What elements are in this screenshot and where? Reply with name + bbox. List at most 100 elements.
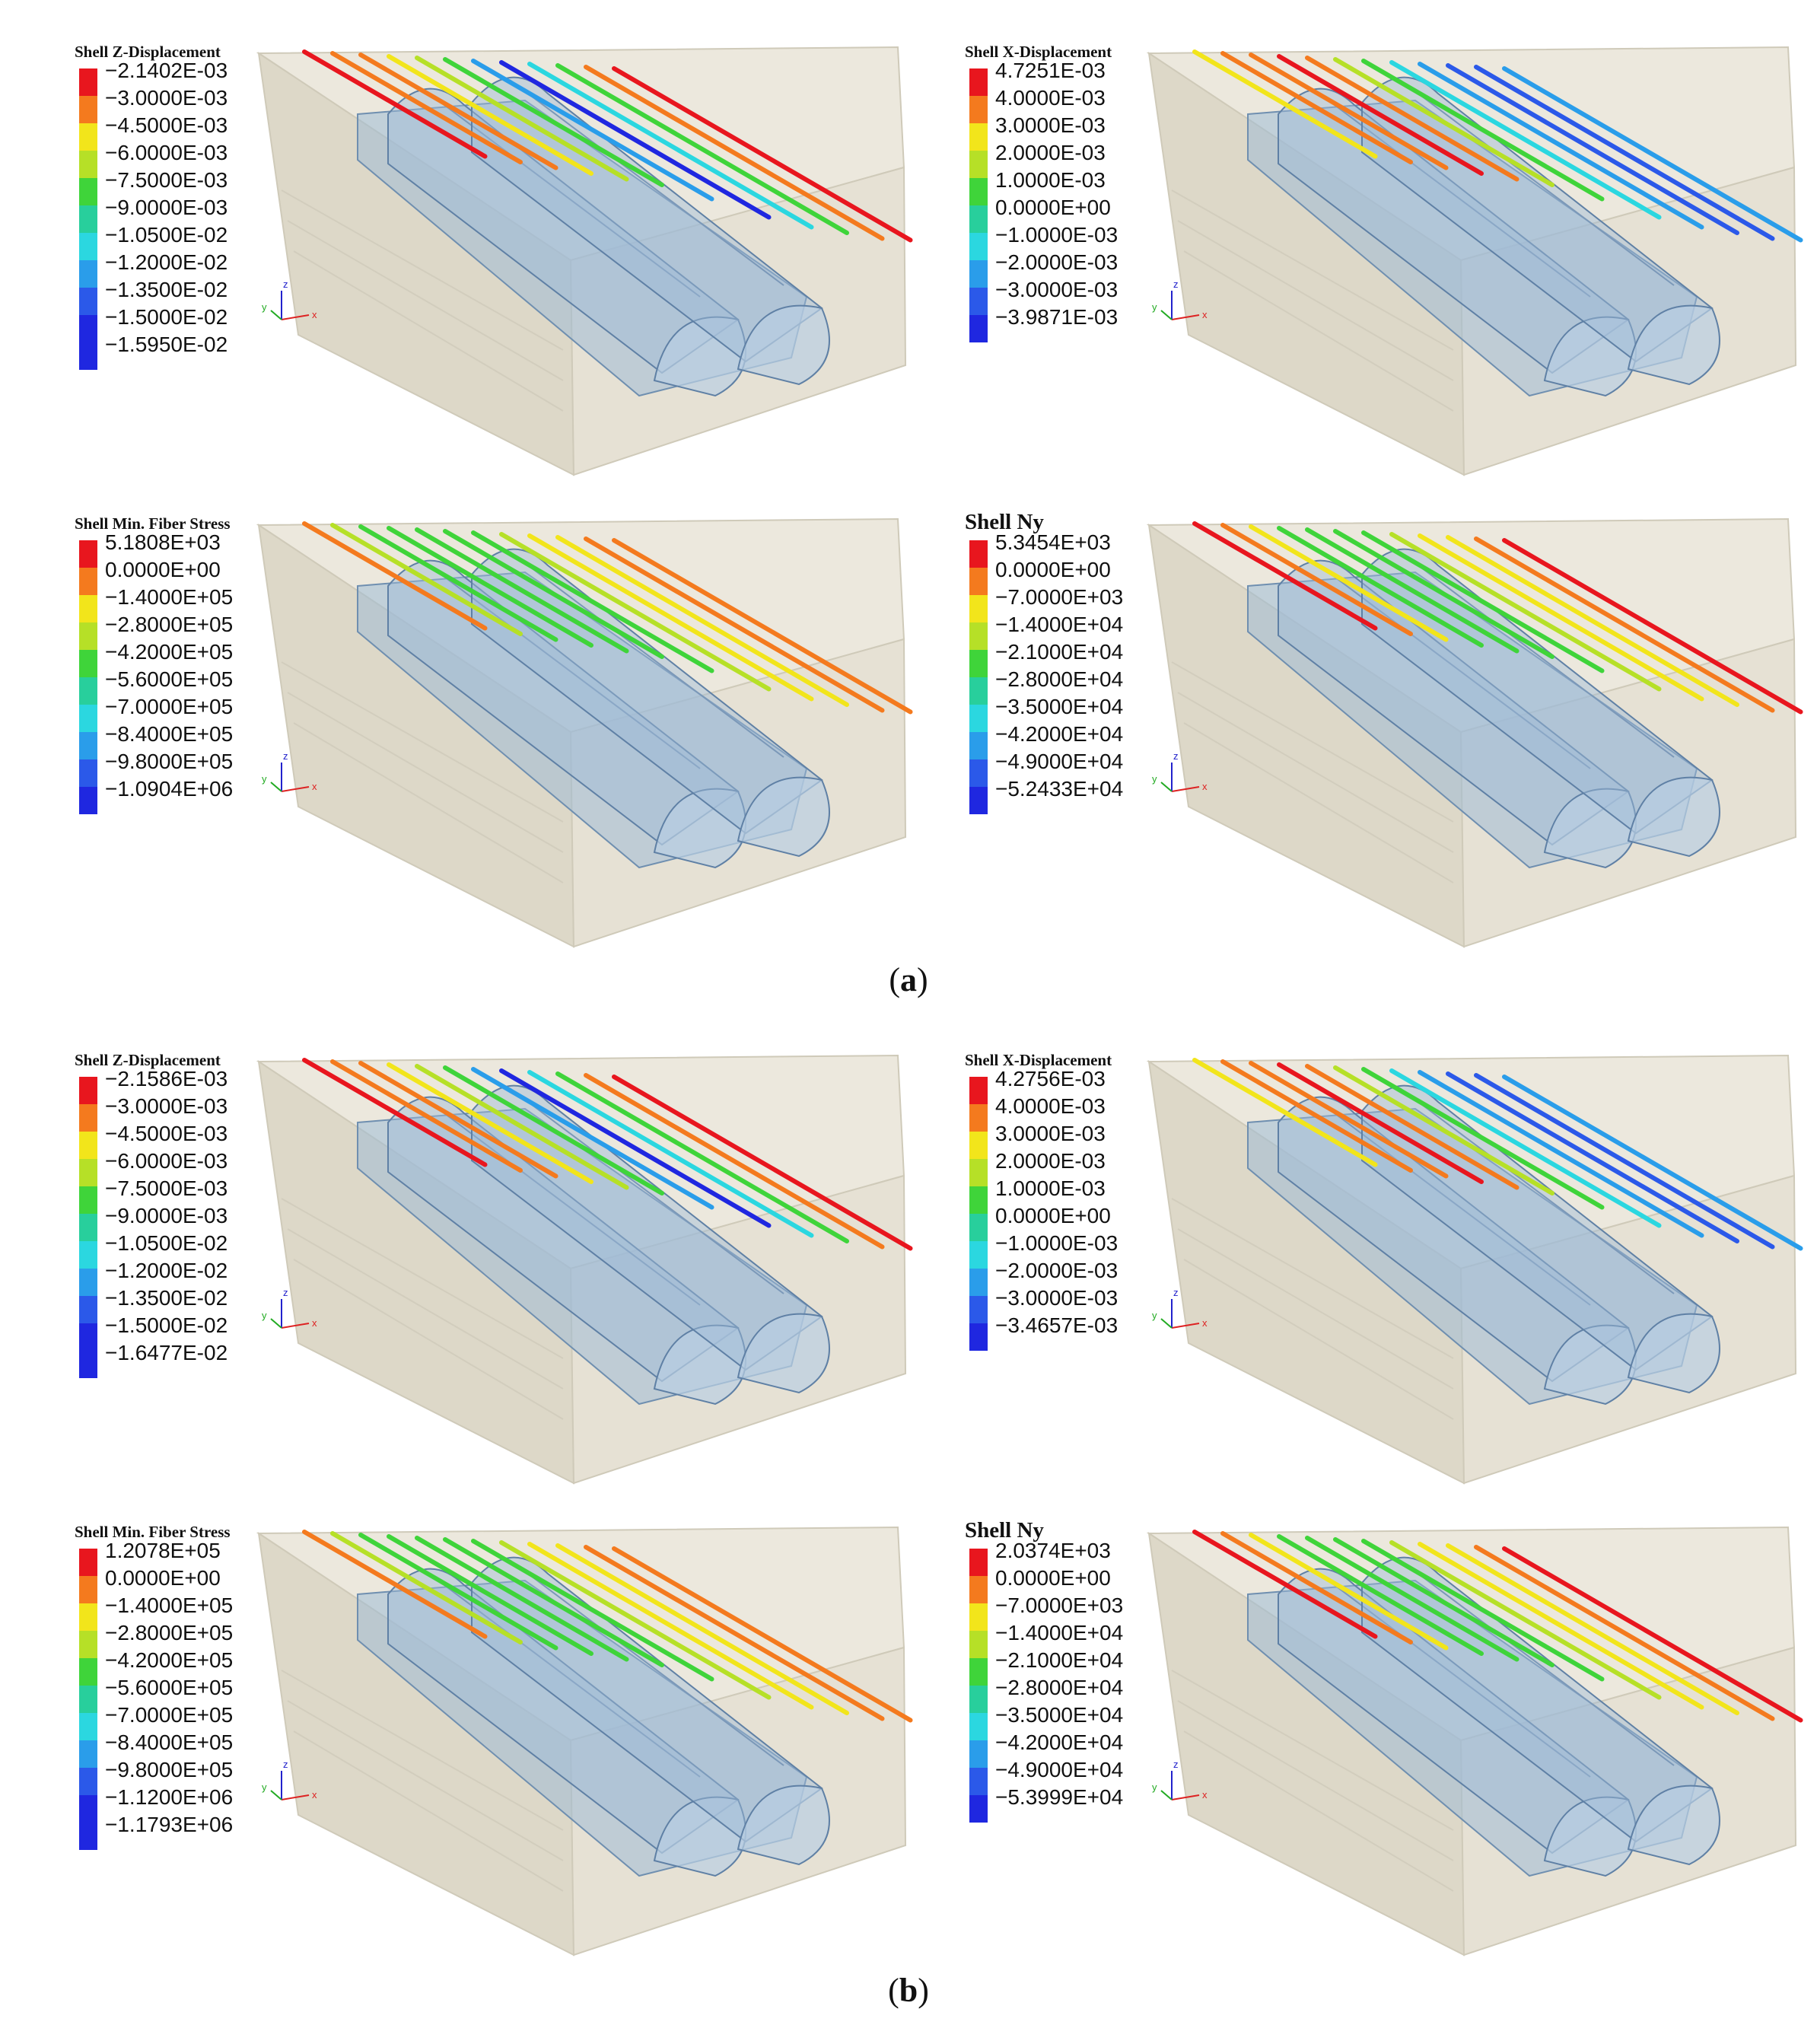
anchor-pipe bbox=[1305, 1064, 1519, 1190]
legend-value: 1.0000E-03 bbox=[995, 168, 1106, 192]
anchor-pipe bbox=[471, 530, 714, 673]
tunnel-tube bbox=[1361, 1556, 1720, 1866]
anchor-pipe bbox=[1418, 62, 1704, 230]
legend-swatch bbox=[79, 1740, 97, 1768]
tunnel-model-view: x z y bbox=[256, 46, 913, 476]
anchor-pipe bbox=[302, 49, 488, 159]
axis-triad-icon: x z y bbox=[262, 1759, 317, 1800]
anchor-pipe bbox=[415, 1064, 629, 1190]
tunnel-tube bbox=[1361, 1084, 1720, 1394]
legend-swatch bbox=[969, 1104, 988, 1132]
anchor-pipe bbox=[499, 532, 772, 692]
legend-swatch bbox=[79, 1132, 97, 1159]
legend-color-bar bbox=[969, 1077, 988, 1351]
legend-swatch bbox=[969, 233, 988, 260]
anchor-pipe bbox=[555, 1543, 849, 1715]
legend-color-bar bbox=[969, 68, 988, 342]
legend-value: 1.2078E+05 bbox=[105, 1539, 221, 1562]
anchor-pipe bbox=[387, 54, 593, 176]
axis-x-label: x bbox=[1202, 309, 1208, 320]
legend-value: 0.0000E+00 bbox=[105, 1566, 221, 1590]
legend-value: 5.3454E+03 bbox=[995, 530, 1111, 554]
anchor-pipe bbox=[1474, 65, 1775, 241]
tunnel-tube bbox=[1278, 1568, 1637, 1877]
anchor-pipe bbox=[358, 1061, 558, 1179]
soil-band bbox=[281, 661, 564, 823]
anchor-pipe bbox=[1446, 1543, 1739, 1715]
anchor-pipe bbox=[1277, 1534, 1484, 1656]
anchor-pipe bbox=[1192, 521, 1378, 631]
anchor-pipe bbox=[1249, 53, 1449, 170]
legend-swatch bbox=[969, 1269, 988, 1296]
legend-value: −5.6000E+05 bbox=[105, 1676, 234, 1699]
anchor-pipe bbox=[1333, 1537, 1554, 1667]
legend-color-bar bbox=[969, 1549, 988, 1823]
axis-y-label: y bbox=[262, 1310, 267, 1321]
anchor-pipe bbox=[1446, 535, 1739, 707]
legend-swatch bbox=[969, 595, 988, 622]
legend-labels: −2.1402E-03 −3.0000E-03 −4.5000E-03 −6.0000… bbox=[105, 57, 228, 358]
legend-swatch bbox=[969, 1159, 988, 1186]
legend-value: −1.0000E-03 bbox=[995, 1231, 1119, 1255]
anchor-pipe bbox=[443, 529, 664, 659]
legend-swatch bbox=[79, 1713, 97, 1740]
legend-swatch bbox=[79, 1576, 97, 1603]
legend-value: −3.5000E+04 bbox=[995, 1703, 1124, 1727]
legend-swatch bbox=[79, 1241, 97, 1269]
anchor-pipe bbox=[443, 57, 664, 187]
anchor-pipe bbox=[471, 59, 714, 202]
soil-band bbox=[1183, 722, 1454, 884]
tunnel-tube bbox=[471, 76, 830, 386]
anchor-pipe bbox=[1418, 1542, 1704, 1710]
legend-value: −3.4657E-03 bbox=[995, 1313, 1119, 1337]
axis-triad-icon: x z y bbox=[1152, 279, 1208, 320]
anchor-pipe bbox=[358, 524, 558, 642]
soil-band bbox=[1171, 661, 1454, 823]
anchor-pipe bbox=[1474, 536, 1775, 713]
legend-swatch bbox=[969, 288, 988, 315]
legend-swatch bbox=[969, 123, 988, 151]
legend-value: −5.6000E+05 bbox=[105, 667, 234, 691]
tunnel-model-view: x z y bbox=[256, 517, 913, 948]
legend-value: 4.0000E-03 bbox=[995, 86, 1106, 110]
axis-triad-icon: x z y bbox=[262, 1287, 317, 1329]
anchor-pipe bbox=[1474, 1545, 1775, 1721]
tunnel-model-view: x z y bbox=[256, 1526, 913, 1956]
legend-labels: −2.1586E-03 −3.0000E-03 −4.5000E-03 −6.0000… bbox=[105, 1065, 228, 1367]
anchor-pipe bbox=[1220, 1059, 1413, 1173]
soil-band bbox=[281, 189, 564, 351]
legend-swatch bbox=[79, 1658, 97, 1686]
legend-labels: 4.7251E-03 4.0000E-03 3.0000E-03 2.0000E-03… bbox=[995, 57, 1118, 331]
anchor-pipe bbox=[387, 1062, 593, 1184]
legend-value: 2.0000E-03 bbox=[995, 141, 1106, 164]
anchor-pipe bbox=[1502, 1546, 1803, 1723]
legend-swatch bbox=[79, 732, 97, 759]
panel-b-z-displacement: x z y Shell Z-Displacement −2.1586E-03 −3.000… bbox=[30, 1024, 936, 1495]
legend-value: 0.0000E+00 bbox=[105, 558, 221, 581]
tunnel-tube bbox=[471, 1084, 830, 1394]
legend-swatch bbox=[969, 1631, 988, 1658]
legend-value: −2.8000E+05 bbox=[105, 1621, 234, 1644]
legend-labels: 2.0374E+03 0.0000E+00 −7.0000E+03 −1.4000E+… bbox=[995, 1537, 1123, 1811]
legend-value: 2.0000E-03 bbox=[995, 1149, 1106, 1173]
tunnel-model-view: x z y bbox=[1146, 517, 1803, 948]
legend-value: −2.1402E-03 bbox=[105, 59, 228, 82]
legend-swatch bbox=[79, 1159, 97, 1186]
axis-y-label: y bbox=[1152, 1781, 1157, 1793]
legend-value: 0.0000E+00 bbox=[995, 558, 1111, 581]
legend-swatch bbox=[79, 1104, 97, 1132]
legend-value: −1.1793E+06 bbox=[105, 1813, 234, 1836]
legend-swatch bbox=[969, 1214, 988, 1241]
legend-swatch bbox=[79, 1296, 97, 1323]
legend-value: −4.9000E+04 bbox=[995, 750, 1124, 773]
legend-swatch bbox=[79, 315, 97, 342]
anchor-pipe bbox=[1277, 526, 1484, 648]
anchor-pipe bbox=[527, 533, 814, 702]
legend-swatch bbox=[79, 1603, 97, 1631]
legend-value: 2.0374E+03 bbox=[995, 1539, 1111, 1562]
tunnel-tube bbox=[1278, 559, 1637, 869]
legend-swatch bbox=[79, 178, 97, 205]
anchor-pipe bbox=[555, 63, 849, 235]
axis-z-label: z bbox=[1173, 279, 1179, 290]
legend-value: −9.0000E-03 bbox=[105, 196, 228, 219]
